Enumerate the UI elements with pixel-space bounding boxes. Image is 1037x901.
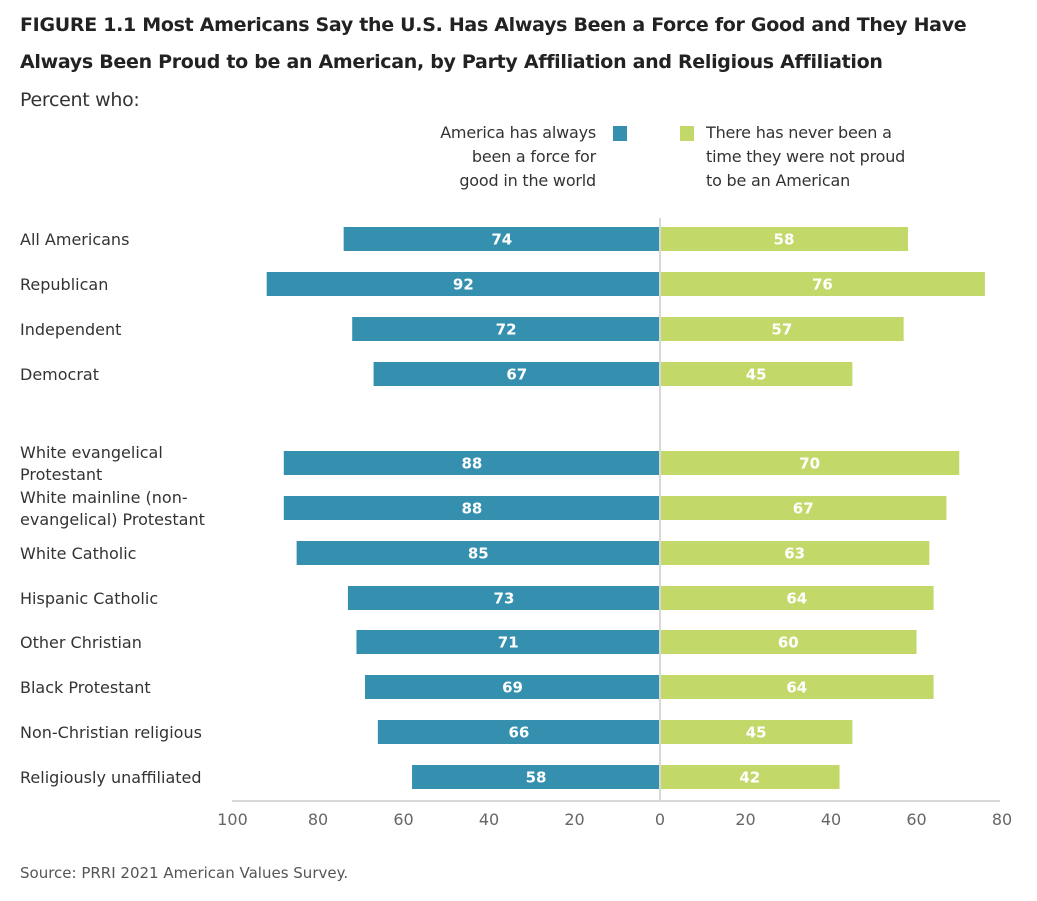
x-tick-label: 0 — [655, 810, 665, 829]
data-label: 58 — [774, 231, 795, 249]
x-tick-label: 80 — [992, 810, 1012, 829]
category-label: Democrat — [20, 365, 99, 384]
bar-force-for-good — [356, 630, 660, 654]
bar-force-for-good — [377, 720, 660, 744]
legend-line: good in the world — [459, 171, 596, 190]
data-label: 74 — [491, 231, 512, 249]
bar-proud — [660, 630, 917, 654]
data-label: 72 — [496, 321, 517, 339]
bar-proud — [660, 720, 853, 744]
data-label: 67 — [506, 366, 527, 384]
x-tick-label: 60 — [906, 810, 926, 829]
bar-proud — [660, 496, 947, 520]
bar-proud — [660, 227, 908, 251]
category-label: Black Protestant — [20, 678, 151, 697]
category-label: Non-Christian religious — [20, 723, 202, 742]
legend-swatch-proud — [680, 126, 694, 141]
data-label: 76 — [812, 276, 833, 294]
bar-force-for-good — [412, 765, 660, 789]
data-label: 45 — [746, 724, 767, 742]
source-note: Source: PRRI 2021 American Values Survey… — [20, 864, 349, 882]
bar-force-for-good — [296, 541, 660, 565]
data-label: 88 — [461, 500, 482, 518]
data-label: 70 — [799, 455, 820, 473]
category-label: Religiously unaffiliated — [20, 768, 202, 787]
chart-title-line-2: Always Been Proud to be an American, by … — [20, 51, 883, 73]
data-label: 58 — [526, 769, 547, 787]
x-tick-label: 20 — [564, 810, 584, 829]
data-label: 69 — [502, 679, 523, 697]
category-label: White Catholic — [20, 544, 136, 563]
category-label: Other Christian — [20, 633, 142, 652]
data-label: 42 — [739, 769, 760, 787]
legend-line: America has always — [440, 123, 596, 142]
x-tick-label: 80 — [308, 810, 328, 829]
data-label: 67 — [793, 500, 814, 518]
bar-force-for-good — [283, 496, 660, 520]
bar-proud — [660, 317, 904, 341]
data-label: 45 — [746, 366, 767, 384]
bar-force-for-good — [373, 362, 660, 386]
data-label: 60 — [778, 634, 799, 652]
data-label: 57 — [771, 321, 792, 339]
legend-line: been a force for — [471, 147, 596, 166]
bar-proud — [660, 586, 934, 610]
category-label: White mainline (non- — [20, 488, 188, 507]
category-label: Hispanic Catholic — [20, 589, 158, 608]
bar-force-for-good — [352, 317, 660, 341]
x-tick-label: 20 — [735, 810, 755, 829]
category-label: Republican — [20, 275, 108, 294]
category-label: White evangelical — [20, 443, 163, 462]
x-tick-label: 40 — [479, 810, 499, 829]
legend-label-force-for-good: America has always been a force for good… — [440, 121, 596, 193]
category-label: evangelical) Protestant — [20, 510, 205, 529]
bar-force-for-good — [283, 451, 660, 475]
data-label: 85 — [468, 545, 489, 563]
bar-proud — [660, 541, 930, 565]
data-label: 73 — [494, 590, 515, 608]
data-label: 64 — [786, 590, 807, 608]
bar-proud — [660, 765, 840, 789]
bar-force-for-good — [365, 675, 660, 699]
bar-force-for-good — [266, 272, 660, 296]
legend-swatch-force-for-good — [613, 126, 627, 141]
x-tick-label: 100 — [217, 810, 248, 829]
x-tick-label: 60 — [393, 810, 413, 829]
bar-proud — [660, 272, 985, 296]
legend-line: time they were not proud — [706, 147, 906, 166]
data-label: 92 — [453, 276, 474, 294]
bar-proud — [660, 451, 960, 475]
data-label: 63 — [784, 545, 805, 563]
bar-force-for-good — [347, 586, 660, 610]
chart-subtitle: Percent who: — [20, 89, 140, 111]
legend-label-proud: There has never been a time they were no… — [706, 121, 905, 193]
bar-proud — [660, 362, 853, 386]
data-label: 88 — [461, 455, 482, 473]
data-label: 71 — [498, 634, 519, 652]
legend-line: There has never been a — [706, 123, 892, 142]
category-label: All Americans — [20, 230, 129, 249]
data-label: 64 — [786, 679, 807, 697]
chart-title-line-1: FIGURE 1.1 Most Americans Say the U.S. H… — [20, 14, 967, 36]
bar-force-for-good — [343, 227, 660, 251]
category-label: Independent — [20, 320, 121, 339]
bar-proud — [660, 675, 934, 699]
legend-line: to be an American — [706, 171, 851, 190]
x-tick-label: 40 — [821, 810, 841, 829]
category-label: Protestant — [20, 465, 102, 484]
data-label: 66 — [508, 724, 529, 742]
